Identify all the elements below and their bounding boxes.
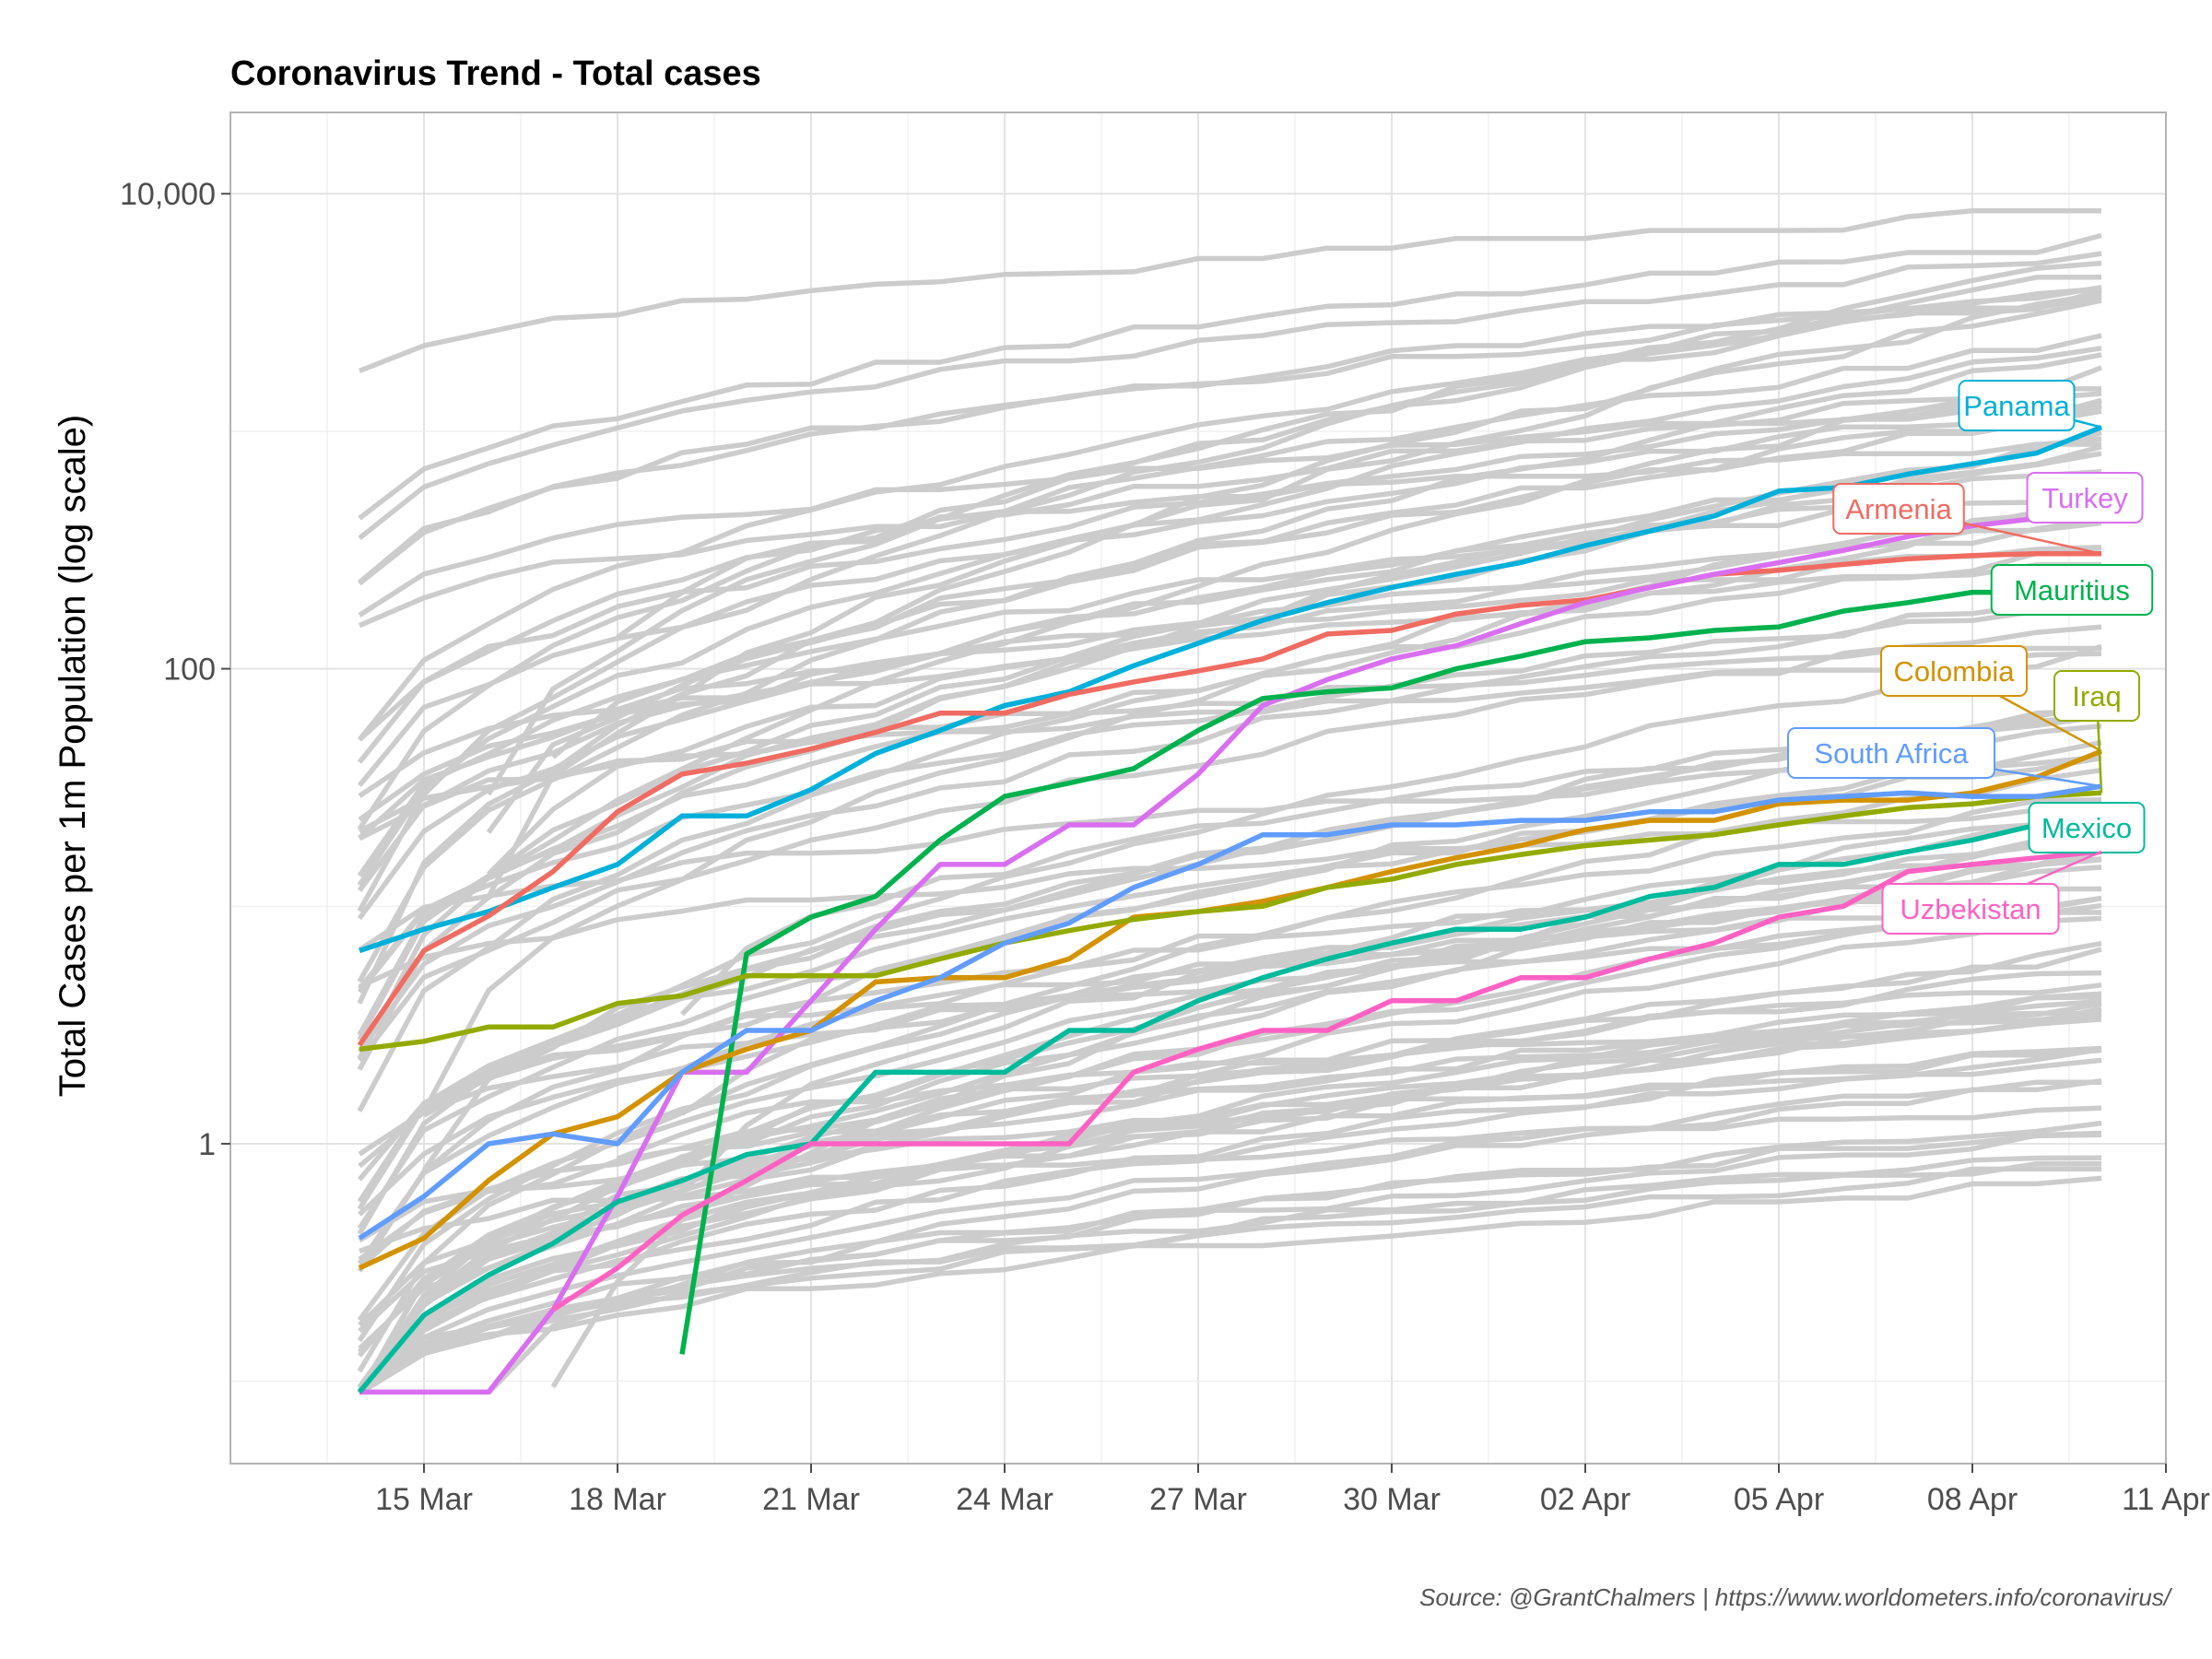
background-country-line <box>358 284 2102 586</box>
background-country-line <box>357 1046 2102 1395</box>
background-country-line <box>358 207 2101 373</box>
chart-title: Coronavirus Trend - Total cases <box>230 54 761 93</box>
background-country-line <box>357 365 2102 1060</box>
series-label-turkey: Turkey <box>2026 472 2144 524</box>
series-labels: Panama Armenia Turkey Mauritius Colombia Iraq… <box>1787 380 2154 935</box>
svg-text:Colombia: Colombia <box>1894 655 2016 688</box>
background-country-line <box>358 645 2101 841</box>
series-label-colombia: Colombia <box>1880 645 2102 753</box>
series-label-mexico: Mexico <box>2028 802 2146 853</box>
background-country-line <box>357 812 2102 1343</box>
background-country-line <box>357 346 2102 887</box>
series-label-south-africa: South Africa <box>1787 727 2102 788</box>
series-line-south-africa <box>358 783 2102 1241</box>
series-label-panama: Panama <box>1958 380 2102 431</box>
y-tick-label: 10,000 <box>120 177 216 212</box>
background-country-line <box>358 1079 2101 1395</box>
source-caption: Source: @GrantChalmers | https://www.wor… <box>1419 1583 2173 1611</box>
svg-text:South Africa: South Africa <box>1814 737 1969 770</box>
background-country-line <box>358 1011 2102 1395</box>
series-line-mexico <box>357 801 2102 1394</box>
svg-text:Uzbekistan: Uzbekistan <box>1900 893 2041 925</box>
x-tick-label: 02 Apr <box>1540 1482 1630 1517</box>
background-country-line <box>357 947 2102 1358</box>
background-country-line <box>357 286 2102 831</box>
series-line-iraq <box>359 790 2102 1053</box>
x-tick-label: 05 Apr <box>1734 1482 1824 1517</box>
background-country-line <box>357 767 2102 1373</box>
background-country-line <box>358 402 2102 742</box>
background-country-line <box>358 856 2102 1217</box>
svg-text:Turkey: Turkey <box>2041 482 2128 514</box>
highlighted-series-lines <box>357 424 2103 1395</box>
series-line-panama <box>359 424 2103 954</box>
x-tick-label: 24 Mar <box>956 1482 1053 1517</box>
x-tick-label: 15 Mar <box>375 1482 473 1517</box>
series-line-armenia <box>357 551 2101 1047</box>
svg-text:Panama: Panama <box>1963 390 2070 422</box>
background-country-line <box>358 842 2102 1169</box>
background-country-line <box>550 806 2102 1389</box>
y-tick-label: 1 <box>198 1127 216 1162</box>
y-axis-ticks: 1 100 10,000 <box>120 177 230 1162</box>
series-label-iraq: Iraq <box>2053 670 2140 794</box>
series-line-turkey <box>359 506 2102 1395</box>
series-line-mauritius <box>679 575 2102 1355</box>
series-label-uzbekistan: Uzbekistan <box>1881 850 2102 935</box>
background-country-line <box>358 391 2102 618</box>
svg-text:Mexico: Mexico <box>2041 812 2132 844</box>
svg-text:Armenia: Armenia <box>1845 493 1952 525</box>
x-tick-label: 18 Mar <box>569 1482 666 1517</box>
background-country-line <box>357 624 2102 1063</box>
background-country-line <box>358 1175 2102 1394</box>
y-tick-label: 100 <box>163 653 216 688</box>
background-country-line <box>486 404 2102 834</box>
background-country-line <box>680 886 2101 1116</box>
y-axis-label: Total Cases per 1m Population (log scale… <box>53 415 93 1097</box>
background-country-line <box>357 739 2102 1230</box>
series-label-armenia: Armenia <box>1832 483 2102 556</box>
background-country-line <box>486 275 2101 796</box>
series-line-uzbekistan <box>551 849 2102 1312</box>
x-tick-label: 30 Mar <box>1343 1482 1441 1517</box>
x-tick-label: 27 Mar <box>1149 1482 1247 1517</box>
background-country-line <box>357 352 2102 983</box>
x-tick-label: 11 Apr <box>2122 1482 2210 1517</box>
background-country-line <box>358 1010 2102 1262</box>
background-country-line <box>357 333 2102 764</box>
background-country-line <box>358 294 2102 584</box>
svg-text:Mauritius: Mauritius <box>2014 574 2130 606</box>
background-country-line <box>358 232 2102 521</box>
background-country-line <box>358 1155 2102 1395</box>
background-country-line <box>358 1120 2102 1392</box>
series-label-mauritius: Mauritius <box>1990 564 2154 616</box>
background-country-line <box>358 561 2101 822</box>
background-country-line <box>358 251 2102 541</box>
svg-text:Iraq: Iraq <box>2072 680 2121 712</box>
x-tick-label: 08 Apr <box>1927 1482 2018 1517</box>
background-country-line <box>357 599 2102 1053</box>
background-country-line <box>357 828 2102 1394</box>
x-axis-ticks: 15 Mar 18 Mar 21 Mar 24 Mar 27 Mar 30 Mar 02 A… <box>375 1464 2210 1517</box>
x-tick-label: 21 Mar <box>762 1482 860 1517</box>
background-country-line <box>358 1047 2102 1334</box>
